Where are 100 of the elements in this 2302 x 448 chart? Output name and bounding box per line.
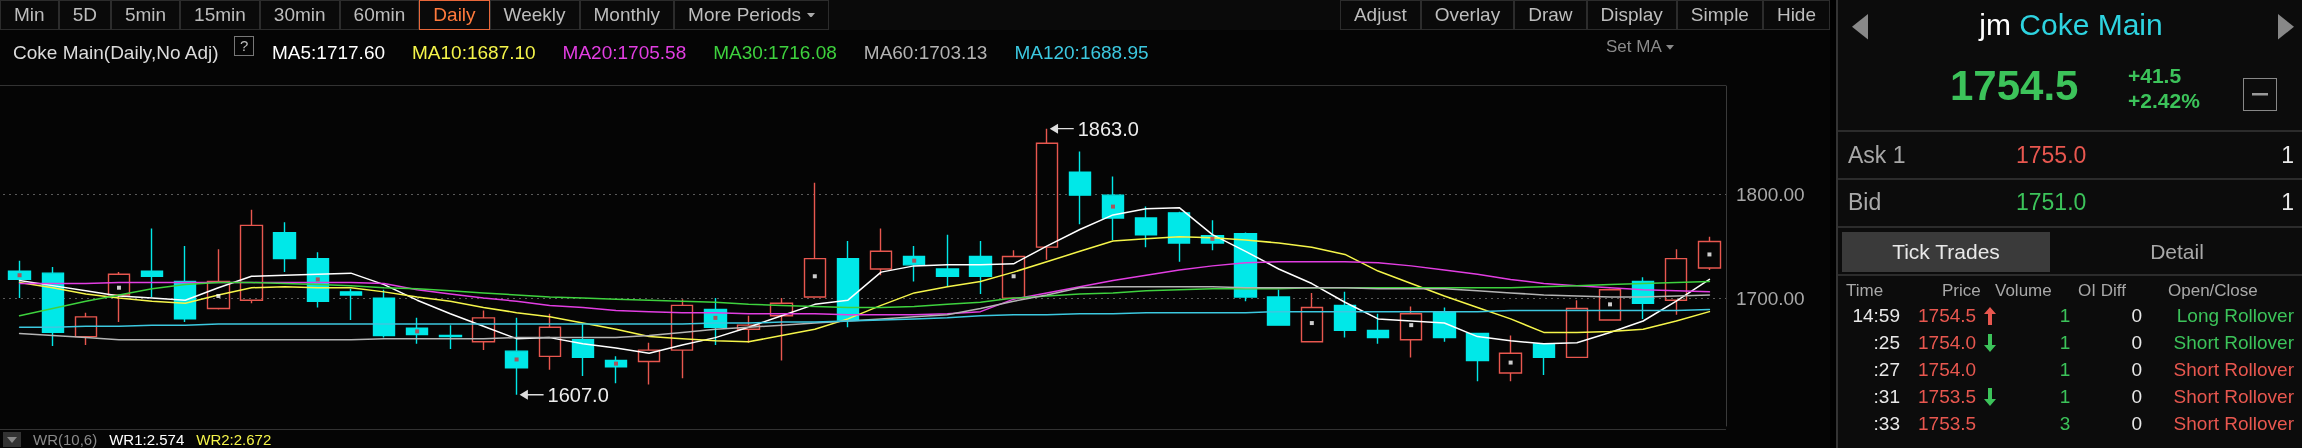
text: Set MA [1606, 37, 1663, 57]
line-series [18, 206, 1711, 354]
candlestick [1598, 288, 1622, 321]
candlestick [1035, 127, 1059, 261]
text: Ask 1 [1848, 142, 1906, 169]
candlestick [438, 324, 463, 350]
text: 1 [2058, 386, 2072, 408]
text: 1 [2281, 142, 2294, 168]
text: :33 [1872, 413, 1900, 435]
candlestick [1167, 211, 1191, 263]
line-series [18, 260, 1711, 316]
candlestick [405, 317, 429, 345]
text: MA60:1703.13 [863, 42, 988, 63]
annotation: 1607.0 [547, 383, 609, 406]
text: WR1:2.574 [109, 431, 185, 448]
text: Min [0, 0, 59, 30]
text: Short Rollover [2173, 386, 2294, 407]
candlestick [272, 221, 297, 273]
text: 1 [2058, 359, 2072, 381]
point [17, 273, 22, 278]
text: Simple [1676, 0, 1763, 30]
text: 60min [339, 0, 420, 30]
text: +2.42% [2128, 89, 2200, 112]
candlestick [836, 240, 860, 328]
text: +41.5 [2128, 64, 2182, 87]
text: 3 [2058, 413, 2072, 435]
candlestick [1333, 291, 1357, 339]
candlestick [504, 317, 529, 396]
text: OI Diff [2078, 281, 2126, 301]
text: Short Rollover [2173, 332, 2294, 353]
text: 5D [58, 0, 111, 30]
text: 0 [2130, 386, 2142, 408]
text: More Periods [674, 0, 830, 30]
candlestick [1300, 292, 1324, 343]
candlestick [1565, 299, 1589, 359]
text: jm [1979, 8, 2011, 41]
candlestick [372, 289, 396, 339]
candlestick [1697, 236, 1722, 271]
line-series [18, 308, 1711, 328]
text: Bid [1848, 189, 1882, 216]
text: Volume [1995, 281, 2052, 301]
candlestick [1101, 175, 1125, 241]
candlestick [869, 227, 893, 276]
candlestick [1532, 343, 1556, 376]
text: Time [1846, 281, 1884, 301]
text: 1754.0 [1918, 332, 1977, 354]
text: Detail [2149, 239, 2205, 265]
text: 1754.0 [1918, 359, 1977, 381]
point [1508, 360, 1513, 365]
text: :31 [1872, 386, 1900, 408]
line-series [18, 280, 1711, 317]
text: Price [1942, 281, 1981, 301]
text: 0 [2130, 413, 2142, 435]
candlestick [604, 355, 628, 385]
chart-title: Coke Main(Daily,No Adj) [13, 42, 219, 63]
text: Short Rollover [2173, 413, 2294, 434]
text: 0 [2130, 359, 2142, 381]
text: 1751.0 [2016, 189, 2087, 216]
text: 1753.5 [1918, 386, 1977, 408]
point [116, 285, 121, 290]
text: Weekly [489, 0, 580, 30]
candlestick [239, 209, 264, 305]
text: Daily [419, 0, 490, 30]
candlestick [107, 271, 131, 323]
point [1111, 204, 1116, 209]
text: Draw [1514, 0, 1587, 30]
text: MA10:1687.10 [412, 42, 536, 63]
point [812, 274, 817, 279]
candlestick [1432, 306, 1457, 343]
text: MA20:1705.58 [562, 42, 687, 63]
candlestick [1366, 313, 1390, 345]
text: 14:59 [1851, 305, 1900, 327]
point [415, 329, 420, 334]
candlestick [339, 288, 363, 321]
text: 1754.5 [1950, 62, 2079, 110]
point [216, 294, 221, 299]
annotation: 1863.0 [1077, 117, 1139, 140]
text: MA30:1716.08 [713, 42, 837, 63]
text: :25 [1872, 332, 1900, 354]
text: Open/Close [2168, 281, 2258, 301]
text: Hide [1762, 0, 1830, 30]
text: :27 [1872, 359, 1900, 381]
candlestick [140, 227, 164, 298]
point [315, 277, 320, 282]
candlestick [769, 297, 794, 362]
point [514, 357, 519, 362]
point [912, 258, 917, 263]
point [1409, 323, 1414, 328]
candlestick [74, 311, 98, 346]
text: ? [234, 36, 255, 56]
text: Short Rollover [2173, 359, 2294, 380]
candlestick [1001, 249, 1026, 299]
text: MA5:1717.60 [272, 42, 386, 63]
text: 1 [2058, 305, 2072, 327]
candlestick [670, 298, 694, 379]
candlestick [1266, 289, 1291, 326]
candlestick [571, 323, 595, 377]
point [1608, 302, 1613, 307]
line-series [18, 285, 1711, 341]
candlestick [1399, 305, 1423, 359]
